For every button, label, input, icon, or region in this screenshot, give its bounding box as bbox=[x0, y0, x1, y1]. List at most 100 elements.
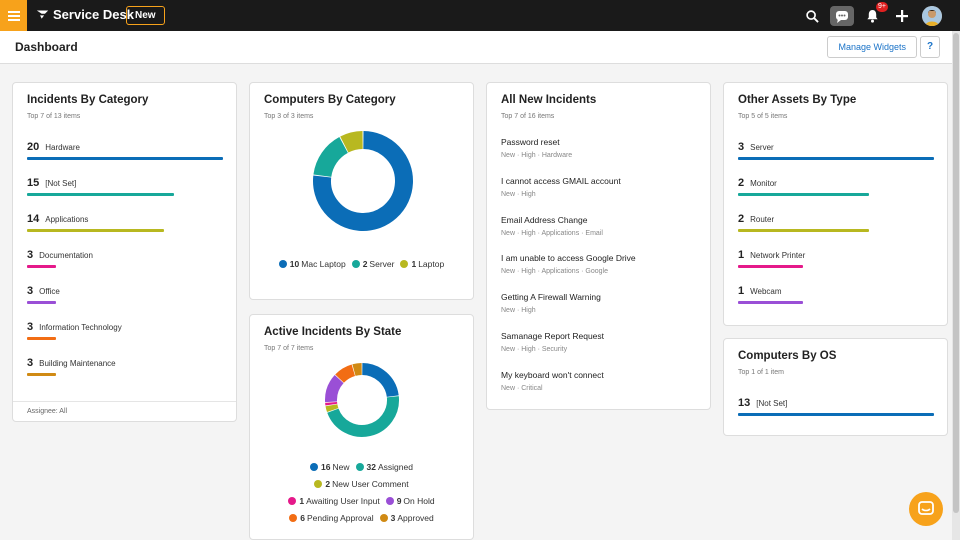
bar-item-row: 1 Webcam bbox=[738, 285, 803, 297]
legend-label: Laptop bbox=[418, 259, 445, 269]
hamburger-icon[interactable] bbox=[0, 0, 27, 31]
bar-item-count: 2 bbox=[738, 213, 745, 225]
legend-item[interactable]: 2 Server bbox=[351, 259, 394, 269]
legend-count: 6 bbox=[300, 513, 305, 523]
bar-list-item[interactable]: 2 Monitor bbox=[738, 177, 869, 196]
donut-slice-new-user-comment[interactable] bbox=[325, 404, 339, 413]
legend-count: 9 bbox=[396, 496, 402, 506]
incident-list-item[interactable]: I cannot access GMAIL account New · High bbox=[501, 176, 621, 198]
incident-list-item[interactable]: I am unable to access Google Drive New · … bbox=[501, 253, 636, 275]
bar-list-item[interactable]: 3 Server bbox=[738, 141, 934, 160]
widget-subtitle: Top 1 of 1 item bbox=[738, 369, 784, 376]
legend-item[interactable]: 16 New bbox=[310, 459, 350, 475]
legend-item[interactable]: 32 Assigned bbox=[355, 459, 413, 475]
bar-item-bar bbox=[27, 157, 223, 160]
legend-count: 3 bbox=[390, 513, 396, 523]
chat-bubble-icon bbox=[918, 501, 934, 515]
bar-item-bar bbox=[738, 265, 803, 268]
incident-title[interactable]: My keyboard won't connect bbox=[501, 369, 604, 380]
help-button[interactable]: ? bbox=[920, 36, 940, 58]
search-icon[interactable] bbox=[800, 4, 824, 28]
bar-item-count: 14 bbox=[27, 213, 40, 225]
bar-item-label: Network Printer bbox=[750, 251, 806, 260]
legend-item[interactable]: 6 Pending Approval bbox=[289, 510, 374, 526]
legend-swatch bbox=[289, 514, 298, 522]
incident-list-item[interactable]: Getting A Firewall Warning New · High bbox=[501, 292, 601, 314]
chat-button[interactable] bbox=[830, 4, 854, 28]
incident-list-item[interactable]: My keyboard won't connect New · Critical bbox=[501, 370, 604, 392]
legend-swatch bbox=[314, 480, 323, 488]
legend-item[interactable]: 9 On Hold bbox=[385, 493, 435, 509]
donut-slice-pending-approval[interactable] bbox=[335, 364, 356, 384]
app-brand[interactable]: Service Desk bbox=[36, 7, 134, 22]
incident-meta: New · High · Hardware bbox=[501, 152, 573, 159]
widget-title: Incidents By Category bbox=[27, 94, 149, 106]
bar-item-count: 1 bbox=[738, 285, 745, 297]
bar-list-item[interactable]: 3 Information Technology bbox=[27, 321, 122, 340]
page-scrollbar[interactable] bbox=[952, 31, 960, 540]
incident-list-item[interactable]: Samanage Report Request New · High · Secu… bbox=[501, 331, 604, 353]
incident-list-item[interactable]: Email Address Change New · High · Applica… bbox=[501, 215, 603, 237]
bar-item-label: Applications bbox=[45, 215, 89, 224]
bar-item-row: 15 [Not Set] bbox=[27, 177, 174, 189]
legend-item[interactable]: 1 Laptop bbox=[400, 259, 444, 269]
bar-list-item[interactable]: 2 Router bbox=[738, 213, 869, 232]
incident-title[interactable]: Getting A Firewall Warning bbox=[501, 292, 601, 303]
notifications-button[interactable]: 9+ bbox=[860, 2, 888, 28]
legend-item[interactable]: 2 New User Comment bbox=[314, 476, 409, 492]
bar-item-bar bbox=[27, 301, 56, 304]
bar-list-item[interactable]: 3 Office bbox=[27, 285, 60, 304]
incident-title[interactable]: Email Address Change bbox=[501, 214, 588, 225]
donut-slice-laptop[interactable] bbox=[340, 131, 364, 153]
bar-item-bar bbox=[738, 301, 803, 304]
new-button[interactable]: New bbox=[126, 6, 165, 25]
donut-slice-approved[interactable] bbox=[352, 363, 362, 376]
bar-item-bar bbox=[27, 193, 174, 196]
widget-subtitle: Top 7 of 13 items bbox=[27, 113, 81, 120]
bar-item-count: 3 bbox=[738, 141, 745, 153]
legend-count: 2 bbox=[362, 259, 368, 269]
bar-item-label: Office bbox=[39, 287, 60, 296]
donut-slice-mac-laptop[interactable] bbox=[313, 131, 413, 231]
bar-item-bar bbox=[27, 337, 56, 340]
legend-swatch bbox=[288, 497, 297, 505]
legend-item[interactable]: 1 Awaiting User Input bbox=[288, 493, 380, 509]
legend-item[interactable]: 10 Mac Laptop bbox=[278, 259, 346, 269]
legend-item[interactable]: 3 Approved bbox=[379, 510, 434, 526]
legend-count: 1 bbox=[411, 259, 417, 269]
active-incidents-by-state-widget: Active Incidents By State Top 7 of 7 ite… bbox=[249, 314, 474, 540]
donut-slice-new[interactable] bbox=[361, 363, 399, 398]
incident-title[interactable]: Password reset bbox=[501, 137, 560, 147]
incidents-by-category-widget: Incidents By Category Top 7 of 13 items … bbox=[12, 82, 237, 422]
bar-list-item[interactable]: 13 [Not Set] bbox=[738, 397, 934, 416]
user-avatar-button[interactable] bbox=[920, 4, 944, 28]
bar-list-item[interactable]: 1 Network Printer bbox=[738, 249, 805, 268]
service-desk-logo-icon bbox=[36, 10, 49, 19]
bar-item-count: 15 bbox=[27, 177, 40, 189]
incident-title[interactable]: I cannot access GMAIL account bbox=[501, 175, 621, 186]
legend-swatch bbox=[355, 463, 364, 471]
incident-title[interactable]: Samanage Report Request bbox=[501, 331, 605, 341]
bar-list-item[interactable]: 15 [Not Set] bbox=[27, 177, 174, 196]
bar-list-item[interactable]: 3 Building Maintenance bbox=[27, 357, 116, 376]
bar-item-label: [Not Set] bbox=[45, 179, 77, 188]
scroll-thumb[interactable] bbox=[953, 33, 959, 513]
bar-list-item[interactable]: 3 Documentation bbox=[27, 249, 93, 268]
plus-icon[interactable] bbox=[890, 4, 914, 28]
bar-item-label: Monitor bbox=[750, 179, 777, 188]
manage-widgets-button[interactable]: Manage Widgets bbox=[827, 36, 917, 58]
incident-list-item[interactable]: Password reset New · High · Hardware bbox=[501, 137, 572, 159]
bar-list-item[interactable]: 1 Webcam bbox=[738, 285, 803, 304]
bar-list-item[interactable]: 20 Hardware bbox=[27, 141, 223, 160]
incident-title[interactable]: I am unable to access Google Drive bbox=[501, 253, 636, 264]
donut-slice-on-hold[interactable] bbox=[325, 375, 344, 403]
bar-item-label: Hardware bbox=[45, 143, 80, 152]
bar-item-row: 3 Office bbox=[27, 285, 60, 297]
donut-slice-assigned[interactable] bbox=[327, 396, 399, 437]
incident-meta: New · High · Applications · Google bbox=[501, 268, 608, 276]
donut-slice-server[interactable] bbox=[313, 136, 349, 178]
bar-list-item[interactable]: 14 Applications bbox=[27, 213, 164, 232]
widget-subtitle: Top 7 of 7 items bbox=[264, 345, 314, 352]
app-title: Service Desk bbox=[53, 7, 134, 22]
support-chat-button[interactable] bbox=[909, 492, 943, 526]
